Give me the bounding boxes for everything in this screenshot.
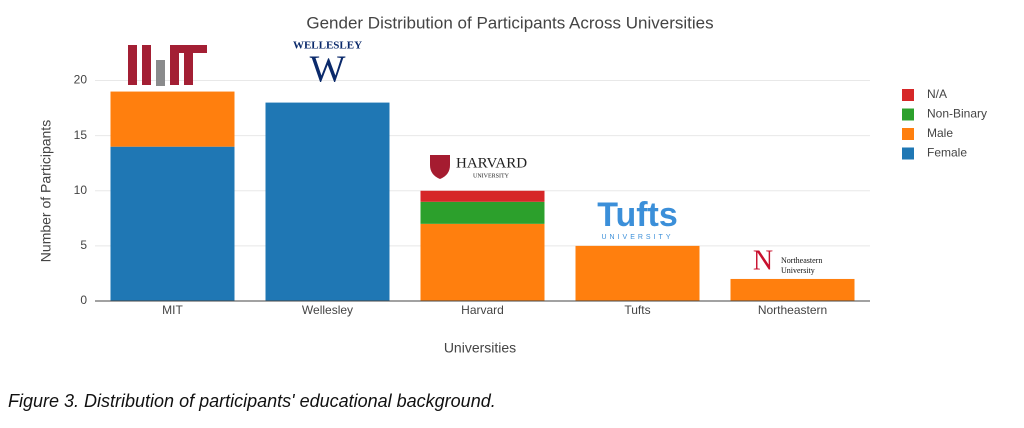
mit-logo-bar (170, 45, 179, 85)
logo-text: WELLESLEY (293, 40, 362, 52)
mit-logo-bar (184, 45, 193, 85)
legend-swatch (902, 89, 914, 101)
bar-segment (575, 245, 700, 301)
legend-swatch (902, 128, 914, 140)
legend-label: Male (927, 126, 953, 140)
legend-label: N/A (927, 87, 947, 101)
mit-logo-bar (142, 45, 151, 85)
logo-text: HARVARD (456, 155, 527, 171)
logo-text: Tufts (597, 196, 678, 234)
legend-swatch (902, 147, 914, 160)
harvard-shield (430, 155, 450, 179)
legend-label: Non-Binary (927, 107, 987, 121)
logo-text: UNIVERSITY (473, 173, 510, 179)
y-tick-label: 10 (74, 183, 88, 197)
bar-segment (420, 201, 545, 224)
y-tick-label: 5 (80, 238, 87, 252)
mit-logo-bar (128, 45, 137, 85)
bar-segment (420, 223, 545, 301)
x-tick-label: Northeastern (758, 303, 827, 317)
bar-segment (110, 91, 235, 147)
x-tick-label: Tufts (624, 303, 650, 317)
legend-label: Female (927, 146, 967, 160)
logo-text: University (781, 266, 815, 275)
chart-title: Gender Distribution of Participants Acro… (306, 13, 713, 32)
bar-segment (420, 190, 545, 202)
bar-segment (265, 102, 390, 302)
caption: Figure 3. Distribution of participants' … (8, 391, 496, 411)
mit-logo-bar (170, 45, 207, 53)
logo-text: UNIVERSITY (601, 234, 673, 241)
y-tick-label: 15 (74, 128, 88, 142)
logo-w: W (310, 49, 346, 91)
bar-segment (110, 146, 235, 301)
y-axis-title: Number of Participants (38, 120, 54, 262)
x-axis-title: Universities (444, 340, 516, 356)
bar-segment (730, 278, 855, 301)
logo-text: Northeastern (781, 256, 822, 265)
x-tick-label: MIT (162, 303, 183, 317)
y-tick-label: 0 (80, 293, 87, 307)
logo-n: N (753, 245, 773, 276)
mit-logo-bar (156, 60, 165, 86)
legend-swatch (902, 108, 914, 121)
x-tick-label: Harvard (461, 303, 504, 317)
x-tick-label: Wellesley (302, 303, 353, 317)
y-tick-label: 20 (74, 73, 88, 87)
